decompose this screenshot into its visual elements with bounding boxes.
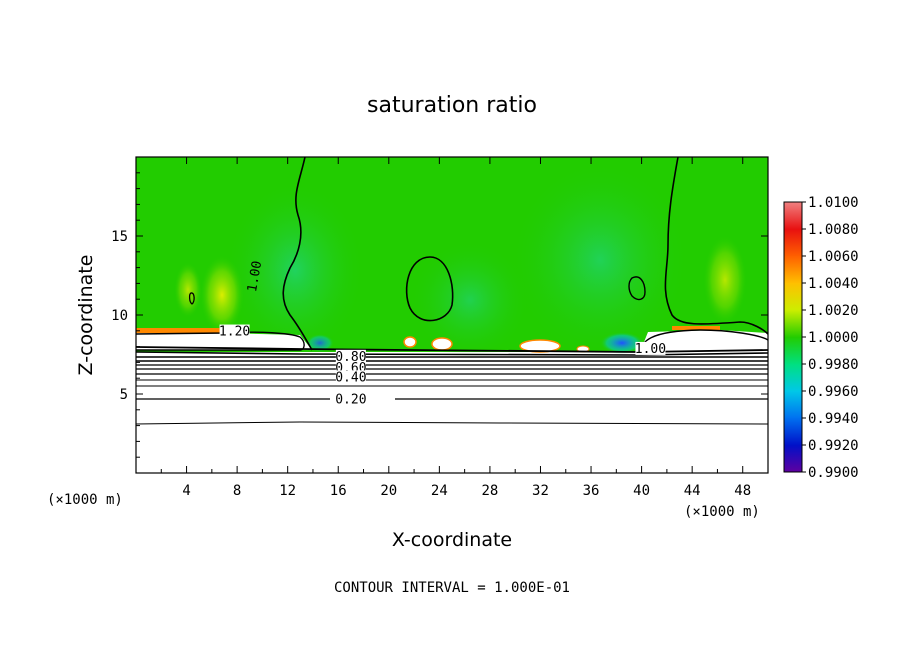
cloud-white-right	[640, 330, 768, 352]
x-tick-label: 16	[330, 483, 347, 499]
cloud-white-blob	[431, 337, 453, 351]
field-orange-strip	[672, 326, 720, 330]
contour-label: 1.20	[219, 325, 250, 340]
colorbar-segment	[784, 445, 802, 473]
cloud-white-blob	[403, 336, 417, 348]
contour-label: 1.00	[635, 342, 666, 357]
x-axis: 4 8 12 16 20 24 28 32 36 40 44 48	[160, 157, 751, 499]
colorbar-segment	[784, 229, 802, 257]
field-yellow-pocket	[703, 235, 747, 325]
x-axis-label: X-coordinate	[392, 529, 512, 551]
y-tick-label: 5	[120, 387, 128, 403]
colorbar-label: 1.0020	[808, 303, 859, 319]
x-tick-label: 32	[532, 483, 549, 499]
x-unit-note: (×1000 m)	[47, 492, 123, 508]
contour-label-bg	[335, 370, 366, 384]
colorbar-segment	[784, 364, 802, 392]
contour-interval-footer: CONTOUR INTERVAL = 1.000E-01	[334, 580, 570, 596]
colorbar: 1.0100 1.0080 1.0060 1.0040 1.0020 1.0000 0.99…	[783, 195, 859, 481]
colorbar-label: 1.0060	[808, 249, 859, 265]
contour-band	[136, 346, 768, 353]
x-tick-label: 4	[182, 483, 190, 499]
field-yellow-pocket	[200, 255, 244, 335]
chart-title: saturation ratio	[367, 93, 537, 118]
x-tick-label: 28	[481, 483, 498, 499]
colorbar-label: 0.9980	[808, 357, 859, 373]
x-tick-label: 12	[279, 483, 296, 499]
y-axis-label: Z-coordinate	[75, 255, 97, 376]
contour-label-bg	[335, 349, 366, 363]
colorbar-segment	[784, 337, 802, 365]
field-cyan-plume	[410, 240, 530, 360]
contour-label: 1.00	[245, 260, 265, 293]
colorbar-segment	[784, 391, 802, 419]
y-axis: 5 10 15	[111, 172, 768, 458]
colorbar-segment	[784, 283, 802, 311]
contour-line-1.00-left	[282, 157, 313, 351]
colorbar-segment	[784, 202, 802, 230]
colorbar-label: 1.0040	[808, 276, 859, 292]
x-tick-label: 48	[734, 483, 751, 499]
x-tick-label: 8	[233, 483, 241, 499]
contour-loop-center	[405, 256, 454, 322]
x-unit-note-right: (×1000 m)	[684, 504, 760, 520]
x-tick-label: 40	[633, 483, 650, 499]
colorbar-segment	[784, 256, 802, 284]
contour-label-bg	[635, 341, 666, 355]
colorbar-segment	[784, 310, 802, 338]
x-tick-label: 44	[684, 483, 701, 499]
contour-line-1.00-right	[664, 157, 768, 335]
colorbar-label: 1.0000	[808, 330, 859, 346]
heatmap-field	[136, 157, 768, 473]
field-cyan-plume	[225, 180, 365, 360]
contour-label: 0.40	[335, 370, 366, 385]
contour-labels: 1.001.201.000.800.600.400.20	[219, 260, 666, 408]
field-yellow-pocket	[174, 262, 202, 318]
contour-loop-small	[188, 292, 195, 305]
contour-band	[136, 421, 768, 425]
colorbar-label: 1.0080	[808, 222, 859, 238]
colorbar-label: 0.9960	[808, 384, 859, 400]
colorbar-label: 0.9900	[808, 465, 859, 481]
contour-label-bg	[219, 324, 250, 338]
field-blue-dip	[306, 334, 334, 352]
x-tick-label: 24	[431, 483, 448, 499]
field-orange-strip	[136, 328, 221, 333]
x-tick-label: 36	[583, 483, 600, 499]
y-tick-label: 15	[111, 229, 128, 245]
field-blue-dip	[600, 332, 644, 354]
contour-band	[136, 351, 768, 356]
contour-loop-right	[628, 276, 646, 301]
colorbar-label: 0.9920	[808, 438, 859, 454]
colorbar-label: 1.0100	[808, 195, 859, 211]
cloud-white-left	[136, 333, 312, 350]
field-cyan-plume	[510, 160, 690, 360]
contour-label: 0.20	[335, 392, 366, 407]
colorbar-segment	[784, 418, 802, 446]
contour-label-bg	[335, 392, 366, 406]
y-tick-label: 10	[111, 308, 128, 324]
colorbar-label: 0.9940	[808, 411, 859, 427]
x-tick-label: 20	[380, 483, 397, 499]
